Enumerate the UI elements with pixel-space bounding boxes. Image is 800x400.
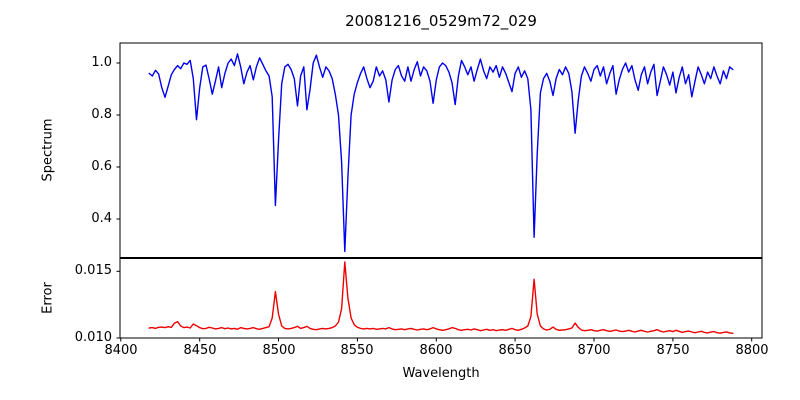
x-tick-label: 8450	[183, 343, 217, 358]
x-tick-label: 8550	[340, 343, 374, 358]
y-tick-label: 0.8	[91, 107, 112, 122]
x-tick-label: 8750	[656, 343, 690, 358]
error-axes-box	[119, 257, 763, 339]
error-line	[148, 261, 734, 334]
y-tick-label: 0.010	[74, 330, 112, 345]
x-axis-label: Wavelength	[402, 366, 480, 381]
x-tick-label: 8700	[577, 343, 611, 358]
x-tick-label: 8650	[498, 343, 532, 358]
y-tick-label: 0.6	[91, 159, 112, 174]
x-tick-label: 8800	[735, 343, 769, 358]
chart-title: 20081216_0529m72_029	[345, 12, 537, 30]
spectrum-line	[148, 53, 734, 253]
y-tick-label: 0.4	[91, 211, 112, 226]
x-tick-label: 8500	[262, 343, 296, 358]
y-axis-label-spectrum: Spectrum	[40, 118, 56, 182]
y-axis-label-error: Error	[40, 282, 56, 314]
y-tick-label: 1.0	[91, 55, 112, 70]
y-tick-label: 0.015	[74, 263, 112, 278]
x-tick-label: 8400	[104, 343, 138, 358]
x-tick-label: 8600	[419, 343, 453, 358]
